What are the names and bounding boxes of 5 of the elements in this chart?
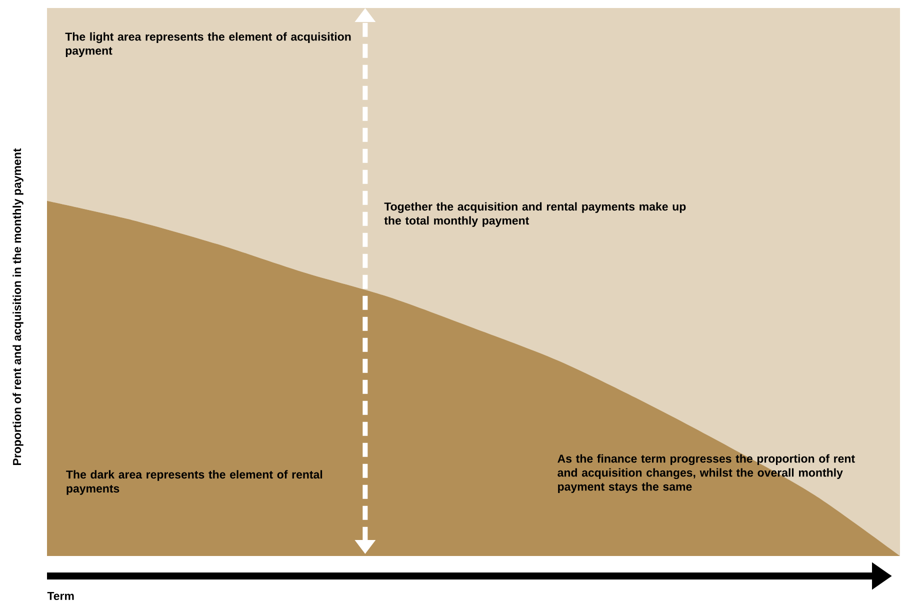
y-axis-title: Proportion of rent and acquisition in the monthly payment	[12, 148, 24, 465]
x-axis-title: Term	[47, 592, 74, 600]
annotation: The dark area represents the element of rental payments	[66, 470, 322, 495]
annotation: Together the acquisition and rental payments make up the total monthly payment	[384, 202, 686, 227]
annotation: The light area represents the element of acquisition payment	[65, 32, 351, 58]
